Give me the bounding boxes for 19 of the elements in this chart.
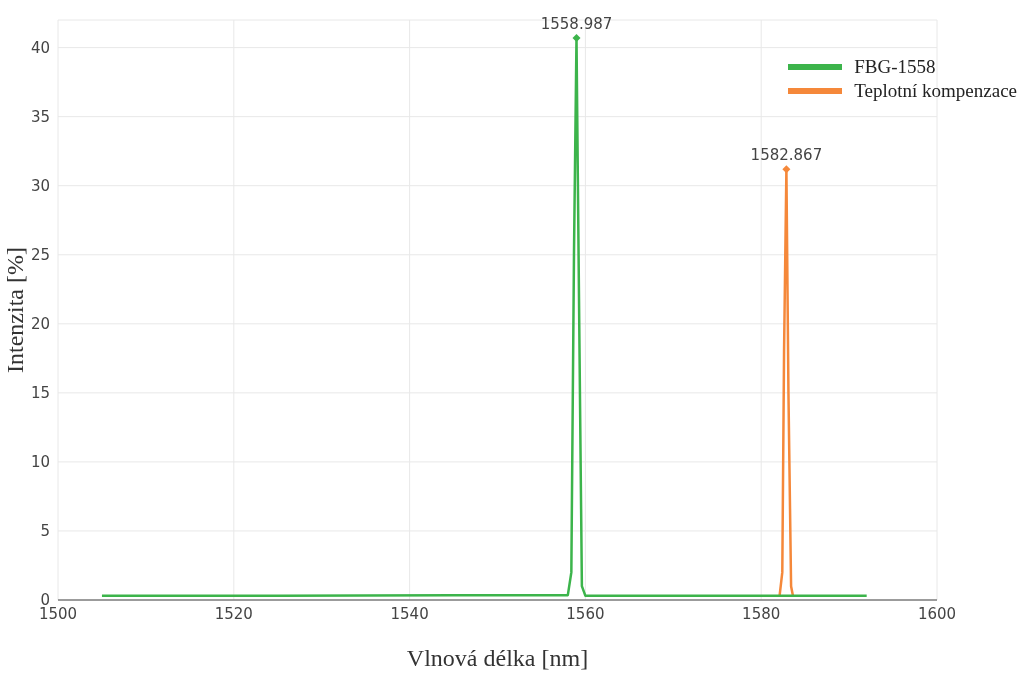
annotation: 1582.867 (750, 146, 823, 165)
y-tick-label: 30 (30, 177, 50, 196)
x-tick-label: 1560 (566, 604, 605, 623)
legend-label: Teplotní kompenzace (854, 80, 1017, 102)
y-tick-label: 25 (30, 246, 50, 265)
y-tick-label: 15 (30, 384, 50, 403)
y-tick-label: 20 (30, 315, 50, 334)
x-tick-label: 1600 (917, 604, 957, 623)
y-tick-label: 10 (30, 453, 50, 472)
legend-label: FBG-1558 (854, 56, 936, 78)
y-axis-title: Intenzita [%] (1, 247, 28, 373)
y-tick-label: 35 (30, 107, 50, 126)
x-tick-label: 1580 (742, 604, 781, 623)
annotation: 1558.987 (540, 14, 613, 33)
y-tick-label: 40 (30, 38, 50, 57)
x-axis-title: Vlnová délka [nm] (406, 645, 589, 671)
x-tick-label: 1540 (390, 604, 429, 623)
x-tick-label: 1520 (214, 604, 253, 623)
y-tick-label: 5 (40, 522, 50, 541)
